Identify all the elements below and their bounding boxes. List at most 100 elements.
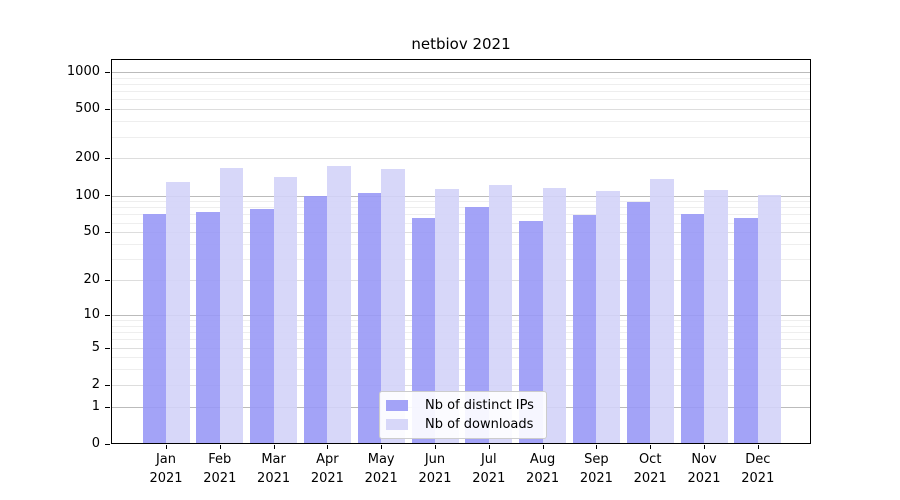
- y-tick-label-100: 100: [75, 187, 100, 203]
- y-tick-label-1000: 1000: [66, 63, 100, 79]
- bar-downloads-nov: [704, 190, 728, 443]
- legend-label-distinct-ips: Nb of distinct IPs: [425, 398, 534, 413]
- x-tick-label-jul: Jul 2021: [472, 452, 506, 486]
- x-tick-label-feb: Feb 2021: [203, 452, 237, 486]
- x-tick-label-jan: Jan 2021: [149, 452, 183, 486]
- legend: Nb of distinct IPs Nb of downloads: [379, 391, 547, 439]
- bar-downloads-dec: [757, 194, 782, 443]
- plot-area: [111, 59, 811, 444]
- bar-downloads-oct: [650, 178, 674, 443]
- bar-downloads-feb: [219, 168, 244, 443]
- x-tick-apr: [327, 445, 329, 449]
- y-tick-label-2: 2: [91, 376, 100, 392]
- gridline-6: [112, 339, 810, 341]
- x-tick-label-sep: Sep 2021: [579, 452, 613, 486]
- y-tick-50: [105, 232, 110, 233]
- gridline-5: [112, 347, 810, 349]
- gridline-2: [112, 384, 810, 386]
- y-tick-200: [105, 158, 110, 159]
- gridline-600: [112, 99, 810, 101]
- gridline-70: [112, 214, 810, 216]
- x-tick-aug: [542, 445, 544, 449]
- bar-distinct-ips-aug: [519, 220, 543, 443]
- y-tick-label-500: 500: [75, 101, 100, 117]
- x-tick-oct: [650, 445, 652, 449]
- bar-downloads-jul: [488, 184, 513, 443]
- gridline-400: [112, 121, 810, 123]
- gridline-4: [112, 357, 810, 359]
- bar-distinct-ips-apr: [303, 196, 328, 443]
- bar-downloads-jun: [435, 189, 459, 443]
- bar-downloads-mar: [273, 176, 298, 443]
- gridline-9: [112, 320, 810, 321]
- gridline-700: [112, 91, 810, 93]
- x-tick-may: [381, 445, 383, 449]
- y-tick-label-50: 50: [83, 224, 100, 240]
- y-tick-label-5: 5: [91, 339, 100, 355]
- x-tick-label-dec: Dec 2021: [741, 452, 775, 486]
- gridline-80: [112, 207, 810, 209]
- gridline-300: [112, 136, 810, 138]
- x-tick-feb: [219, 445, 221, 449]
- x-tick-label-nov: Nov 2021: [687, 452, 721, 486]
- x-tick-label-aug: Aug 2021: [526, 452, 560, 486]
- x-tick-jun: [435, 445, 436, 449]
- bar-distinct-ips-oct: [626, 201, 651, 443]
- legend-item-downloads: Nb of downloads: [386, 417, 534, 432]
- gridline-8: [112, 325, 810, 327]
- y-tick-100: [105, 195, 110, 196]
- gridline-200: [112, 158, 810, 160]
- legend-label-downloads: Nb of downloads: [425, 417, 534, 432]
- y-tick-5: [105, 348, 110, 349]
- gridline-40: [112, 244, 810, 245]
- gridline-20: [112, 280, 810, 281]
- y-tick-500: [105, 109, 110, 110]
- bar-distinct-ips-dec: [734, 217, 758, 443]
- x-tick-label-may: May 2021: [364, 452, 398, 486]
- gridline-50: [112, 232, 810, 234]
- gridline-100: [112, 195, 810, 197]
- y-tick-2: [105, 385, 110, 386]
- x-tick-label-mar: Mar 2021: [257, 452, 291, 486]
- bar-distinct-ips-sep: [572, 215, 597, 443]
- gridline-10: [112, 314, 810, 316]
- bar-downloads-sep: [596, 190, 620, 443]
- gridline-90: [112, 201, 810, 203]
- y-tick-1000: [105, 72, 110, 73]
- gridline-7: [112, 332, 810, 333]
- bar-distinct-ips-mar: [250, 209, 274, 443]
- y-tick-label-10: 10: [83, 306, 100, 322]
- bar-distinct-ips-nov: [680, 213, 704, 443]
- bar-downloads-jan: [166, 182, 190, 443]
- y-tick-20: [105, 280, 110, 281]
- bar-distinct-ips-may: [357, 193, 382, 443]
- chart-title: netbiov 2021: [411, 35, 511, 53]
- gridline-900: [112, 77, 810, 79]
- bar-distinct-ips-jan: [142, 213, 166, 443]
- x-tick-label-apr: Apr 2021: [310, 452, 344, 486]
- x-tick-sep: [596, 445, 598, 449]
- y-tick-label-0: 0: [91, 436, 100, 451]
- y-tick-label-200: 200: [75, 150, 100, 166]
- gridline-3: [112, 369, 810, 371]
- y-tick-0: [105, 444, 110, 445]
- y-tick-label-20: 20: [83, 272, 100, 287]
- y-tick-1: [105, 407, 110, 408]
- gridline-60: [112, 222, 810, 224]
- bar-distinct-ips-jun: [411, 218, 435, 443]
- x-tick-mar: [273, 445, 275, 449]
- legend-swatch-downloads: [386, 419, 408, 430]
- legend-item-distinct-ips: Nb of distinct IPs: [386, 398, 534, 413]
- x-tick-jan: [166, 445, 167, 449]
- y-tick-10: [105, 315, 110, 316]
- gridline-500: [112, 109, 810, 111]
- bar-downloads-apr: [327, 165, 351, 443]
- gridline-30: [112, 259, 810, 261]
- gridline-800: [112, 83, 810, 85]
- x-tick-nov: [704, 445, 705, 449]
- bar-downloads-may: [381, 169, 405, 443]
- x-tick-jul: [488, 445, 490, 449]
- x-tick-dec: [757, 445, 759, 449]
- bar-distinct-ips-feb: [196, 211, 220, 443]
